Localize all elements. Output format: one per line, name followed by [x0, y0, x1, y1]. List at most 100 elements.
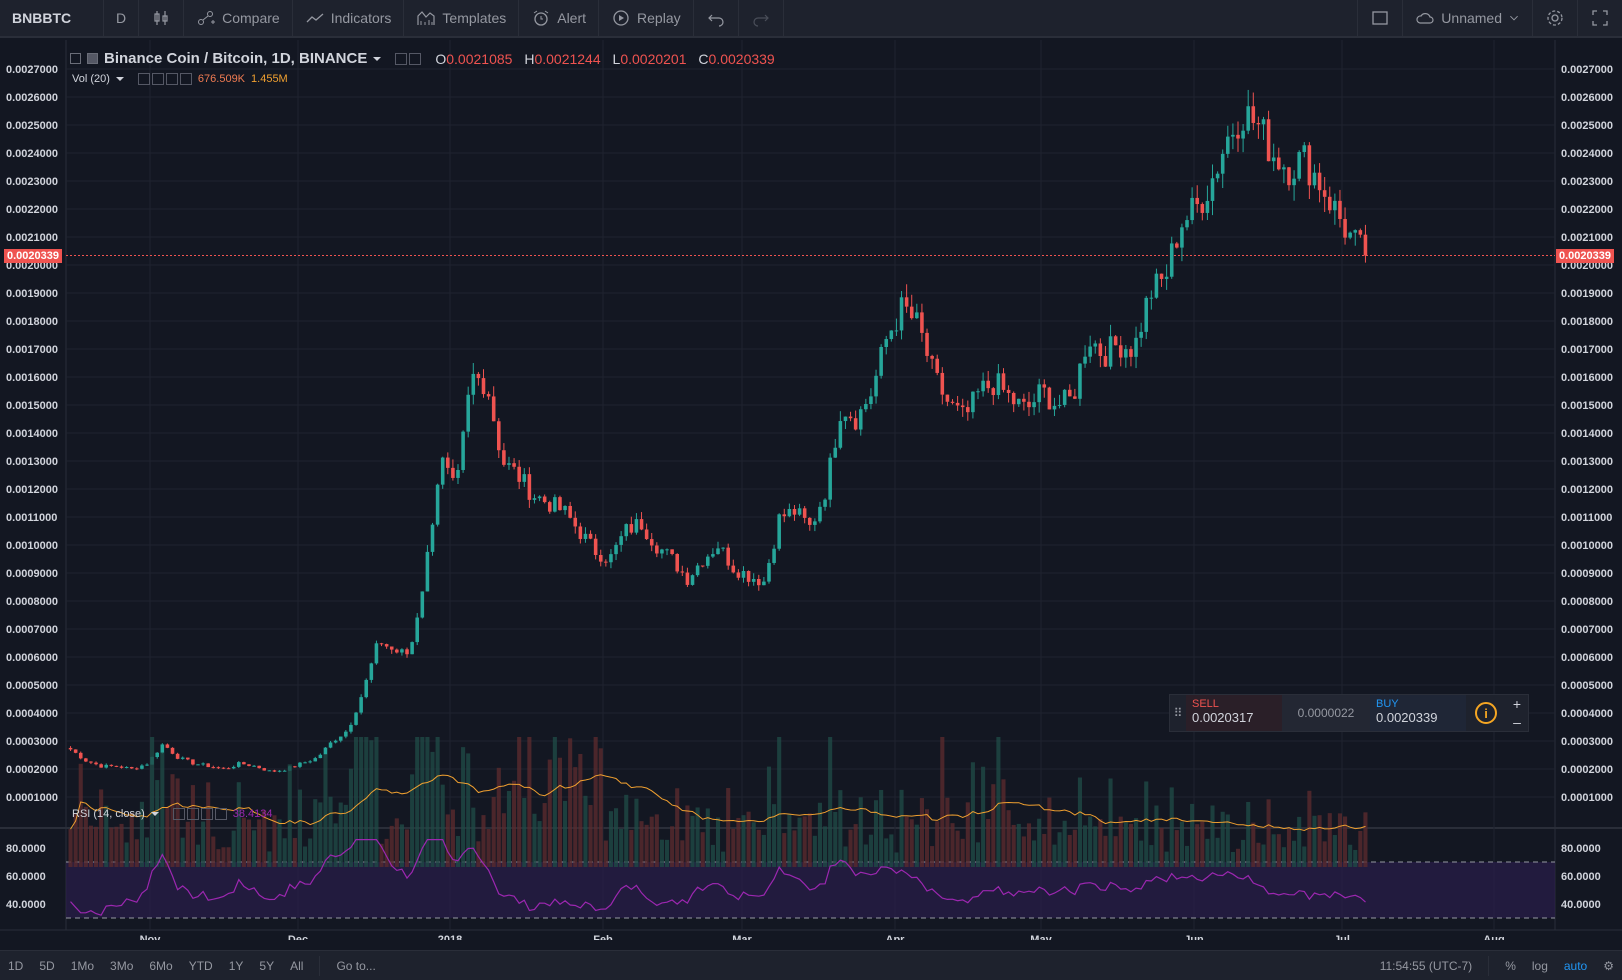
gear-icon[interactable]: ⚙	[1603, 958, 1614, 973]
sell-button[interactable]: SELL 0.0020317	[1186, 695, 1282, 731]
range-all[interactable]: All	[290, 958, 304, 973]
candle-body	[884, 339, 889, 348]
volume-bar	[721, 851, 726, 867]
caret-down-icon[interactable]	[115, 75, 124, 83]
close-icon[interactable]	[214, 808, 227, 820]
templates-button[interactable]: Templates	[404, 0, 520, 36]
candle-body	[440, 457, 445, 485]
volume-title[interactable]: Vol (20)	[72, 73, 110, 85]
series-title[interactable]: Binance Coin / Bitcoin, 1D, BINANCE	[104, 50, 368, 67]
caret-down-icon[interactable]	[373, 55, 382, 63]
candle-body	[547, 502, 552, 512]
buy-button[interactable]: BUY 0.0020339	[1370, 695, 1466, 731]
candle-body	[838, 421, 843, 448]
candle-body	[1113, 336, 1118, 346]
range-1d[interactable]: 1D	[8, 958, 24, 973]
candle-body	[792, 509, 797, 515]
close-icon[interactable]	[179, 73, 192, 85]
log-toggle[interactable]: log	[1531, 958, 1548, 973]
volume-bar	[435, 737, 440, 867]
eye-icon[interactable]	[395, 52, 408, 65]
candle-body	[78, 752, 83, 759]
time-label: Jun	[1184, 934, 1204, 940]
range-1mo[interactable]: 1Mo	[70, 958, 95, 973]
clock-timezone[interactable]: 11:54:55 (UTC-7)	[1379, 958, 1473, 973]
range-6mo[interactable]: 6Mo	[149, 958, 173, 973]
indicators-icon	[306, 13, 324, 23]
settings-button[interactable]	[1532, 0, 1577, 36]
range-5y[interactable]: 5Y	[259, 958, 275, 973]
candle-body	[940, 372, 945, 395]
volume-bar	[930, 846, 935, 867]
alert-button[interactable]: Alert	[519, 0, 600, 36]
fullscreen-button[interactable]	[1577, 0, 1622, 36]
volume-bar	[272, 815, 277, 867]
candle-body	[272, 770, 277, 772]
range-ytd[interactable]: YTD	[188, 958, 213, 973]
percent-toggle[interactable]: %	[1505, 958, 1516, 973]
volume-bar	[848, 829, 853, 867]
candle-body	[991, 388, 996, 396]
auto-toggle[interactable]: auto	[1563, 958, 1588, 973]
collapse-icon[interactable]	[70, 53, 81, 64]
chart-canvas[interactable]: 0.0027000 0.0027000 0.0026000 0.0026000 0.00…	[0, 40, 1622, 940]
undo-button[interactable]	[694, 0, 739, 36]
volume-bar	[404, 829, 410, 867]
range-1y[interactable]: 1Y	[228, 958, 244, 973]
volume-bar	[144, 837, 150, 867]
candle-body	[344, 731, 348, 737]
compare-button[interactable]: Compare	[184, 0, 293, 36]
chart-style-button[interactable]	[139, 0, 185, 36]
goto-button[interactable]: Go to...	[336, 958, 376, 973]
volume-bar	[246, 819, 252, 867]
settings-icon[interactable]	[409, 52, 422, 65]
volume-bar	[894, 852, 899, 867]
candle-body	[665, 549, 669, 551]
candle-body	[542, 496, 547, 503]
volume-bar	[1088, 816, 1093, 867]
settings-icon[interactable]	[186, 808, 199, 820]
candle-body	[1175, 243, 1179, 248]
symbol-search[interactable]: BNBBTC	[0, 0, 104, 36]
candle-body	[323, 747, 328, 755]
layout-button[interactable]: Unnamed	[1402, 0, 1532, 36]
plus-icon[interactable]	[200, 808, 213, 820]
range-5d[interactable]: 5D	[39, 958, 55, 973]
volume-bar	[104, 805, 109, 867]
volume-bar	[1062, 820, 1067, 867]
volume-bar	[542, 803, 547, 867]
redo-button[interactable]	[739, 0, 784, 36]
drag-handle-icon[interactable]: ⠿	[1173, 706, 1183, 720]
volume-bar	[644, 824, 649, 867]
plus-button[interactable]: +	[1512, 696, 1522, 712]
volume-bar	[1052, 844, 1057, 867]
volume-bar	[1123, 822, 1128, 867]
candle-body	[909, 306, 914, 319]
caret-down-icon[interactable]	[150, 810, 159, 818]
candle-body	[675, 553, 679, 572]
candle-body	[400, 649, 404, 653]
settings-icon[interactable]	[151, 73, 164, 85]
interval-button[interactable]: D	[104, 0, 140, 36]
eye-icon[interactable]	[172, 808, 185, 820]
candle-body	[624, 524, 629, 537]
candle-body	[818, 506, 822, 522]
eye-icon[interactable]	[137, 73, 150, 85]
price-label-right: 0.0004000	[1561, 708, 1613, 720]
minus-button[interactable]: –	[1513, 714, 1521, 730]
candle-body	[1297, 152, 1301, 179]
replay-button[interactable]: Replay	[599, 0, 694, 36]
candle-body	[186, 757, 190, 760]
range-3mo[interactable]: 3Mo	[110, 958, 134, 973]
volume-bar	[328, 796, 333, 867]
info-button[interactable]: i	[1466, 695, 1506, 731]
fullscreen-toggle-button[interactable]	[1357, 0, 1402, 36]
rsi-title[interactable]: RSI (14, close)	[72, 808, 145, 820]
indicators-button[interactable]: Indicators	[293, 0, 405, 36]
plus-icon[interactable]	[165, 73, 178, 85]
volume-bar	[654, 814, 659, 867]
volume-bar	[287, 764, 292, 867]
chart-area[interactable]: 0.0027000 0.0027000 0.0026000 0.0026000 0.00…	[0, 40, 1622, 940]
volume-bar	[833, 811, 838, 867]
volume-bar	[496, 767, 501, 867]
